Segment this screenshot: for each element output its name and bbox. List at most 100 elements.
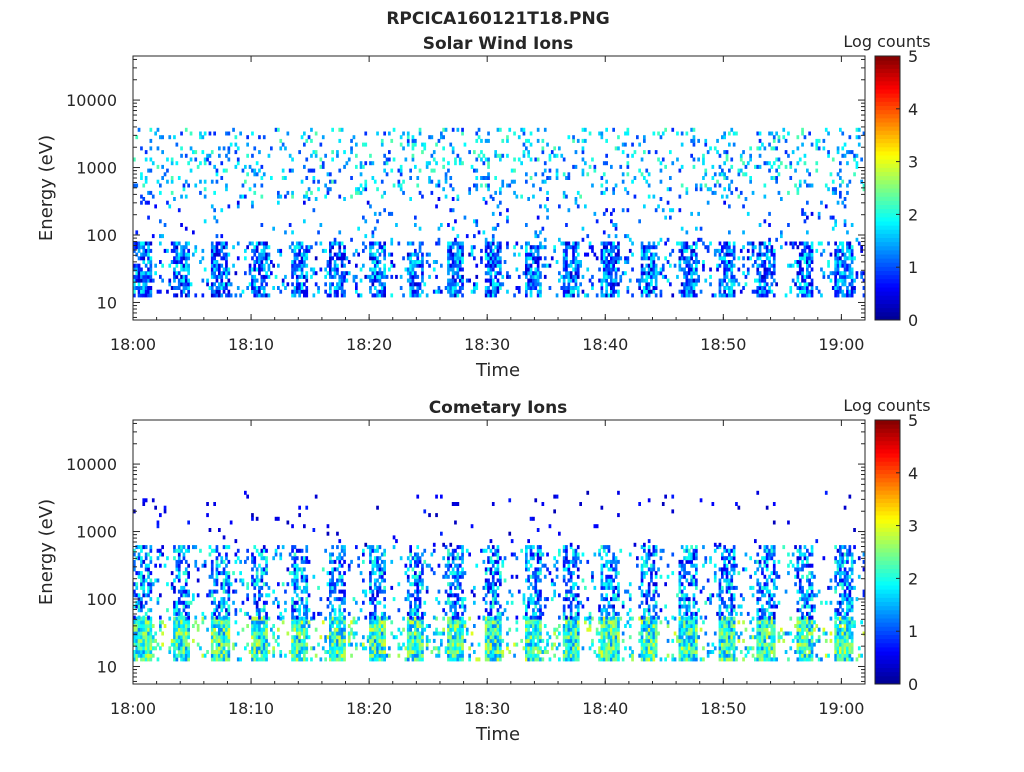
- heatmap-cell: [454, 646, 457, 650]
- heatmap-cell: [180, 657, 183, 661]
- colorbar-segment: [875, 291, 900, 296]
- heatmap-cell: [225, 242, 228, 246]
- heatmap-cell: [771, 624, 774, 628]
- heatmap-cell: [679, 617, 682, 621]
- heatmap-cell: [846, 249, 849, 253]
- heatmap-cell: [778, 158, 781, 162]
- heatmap-cell: [487, 187, 490, 191]
- heatmap-cell: [563, 275, 566, 279]
- heatmap-cell: [407, 643, 410, 647]
- heatmap-cell: [364, 646, 367, 650]
- heatmap-cell: [379, 290, 382, 294]
- heatmap-cell: [577, 632, 580, 636]
- heatmap-cell: [638, 279, 641, 283]
- heatmap-cell: [797, 161, 800, 165]
- heatmap-cell: [513, 654, 516, 658]
- heatmap-cell: [650, 275, 653, 279]
- heatmap-cell: [846, 184, 849, 188]
- heatmap-cell: [823, 275, 826, 279]
- heatmap-cell: [199, 135, 202, 139]
- heatmap-cell: [305, 646, 308, 650]
- heatmap-cell: [449, 143, 452, 147]
- heatmap-cell: [653, 290, 656, 294]
- heatmap-cell: [173, 643, 176, 647]
- heatmap-cell: [303, 657, 306, 661]
- heatmap-cell: [494, 256, 497, 260]
- heatmap-cell: [228, 620, 231, 624]
- heatmap-cell: [693, 290, 696, 294]
- heatmap-cell: [759, 650, 762, 654]
- heatmap-cell: [563, 195, 566, 199]
- heatmap-cell: [142, 643, 145, 647]
- heatmap-cell: [341, 646, 344, 650]
- heatmap-cell: [459, 253, 462, 257]
- heatmap-cell: [296, 628, 299, 632]
- heatmap-cell: [416, 290, 419, 294]
- heatmap-cell: [142, 657, 145, 661]
- heatmap-cell: [534, 279, 537, 283]
- heatmap-cell: [641, 650, 644, 654]
- heatmap-cell: [185, 227, 188, 231]
- heatmap-cell: [575, 657, 578, 661]
- heatmap-cell: [145, 628, 148, 632]
- heatmap-cell: [539, 242, 542, 246]
- heatmap-cell: [534, 256, 537, 260]
- heatmap-cell: [355, 187, 358, 191]
- heatmap-cell: [537, 620, 540, 624]
- colorbar-segment: [875, 139, 900, 144]
- heatmap-cell: [419, 169, 422, 173]
- heatmap-cell: [733, 293, 736, 297]
- heatmap-cell: [695, 268, 698, 272]
- heatmap-cell: [759, 146, 762, 150]
- heatmap-cell: [598, 132, 601, 136]
- heatmap-cell: [747, 212, 750, 216]
- heatmap-cell: [459, 617, 462, 621]
- heatmap-cell: [343, 290, 346, 294]
- heatmap-cell: [832, 191, 835, 195]
- heatmap-cell: [228, 643, 231, 647]
- heatmap-cell: [723, 293, 726, 297]
- heatmap-cell: [714, 146, 717, 150]
- heatmap-cell: [140, 290, 143, 294]
- heatmap-cell: [244, 195, 247, 199]
- heatmap-cell: [815, 143, 818, 147]
- heatmap-cell: [518, 290, 521, 294]
- heatmap-cell: [343, 271, 346, 275]
- heatmap-cell: [433, 169, 436, 173]
- heatmap-cell: [372, 256, 375, 260]
- heatmap-cell: [723, 172, 726, 176]
- heatmap-cell: [409, 260, 412, 264]
- heatmap-cell: [681, 628, 684, 632]
- heatmap-cell: [801, 128, 804, 132]
- heatmap-cell: [681, 245, 684, 249]
- heatmap-cell: [617, 256, 620, 260]
- heatmap-cell: [598, 646, 601, 650]
- heatmap-cell: [719, 256, 722, 260]
- heatmap-cell: [704, 632, 707, 636]
- heatmap-cell: [289, 650, 292, 654]
- heatmap-cell: [688, 286, 691, 290]
- heatmap-cell: [572, 624, 575, 628]
- heatmap-cell: [601, 132, 604, 136]
- heatmap-cell: [400, 169, 403, 173]
- heatmap-cell: [844, 256, 847, 260]
- heatmap-cell: [653, 643, 656, 647]
- heatmap-cell: [832, 187, 835, 191]
- heatmap-cell: [374, 286, 377, 290]
- heatmap-cell: [452, 187, 455, 191]
- heatmap-cell: [667, 654, 670, 658]
- heatmap-cell: [605, 657, 608, 661]
- heatmap-cell: [150, 139, 153, 143]
- heatmap-cell: [449, 253, 452, 257]
- heatmap-cell: [563, 624, 566, 628]
- heatmap-cell: [856, 135, 859, 139]
- heatmap-cell: [605, 271, 608, 275]
- heatmap-cell: [629, 238, 632, 242]
- heatmap-cell: [690, 293, 693, 297]
- heatmap-cell: [291, 158, 294, 162]
- heatmap-cell: [190, 146, 193, 150]
- heatmap-cell: [416, 286, 419, 290]
- heatmap-cell: [322, 135, 325, 139]
- heatmap-cell: [414, 620, 417, 624]
- heatmap-cell: [223, 169, 226, 173]
